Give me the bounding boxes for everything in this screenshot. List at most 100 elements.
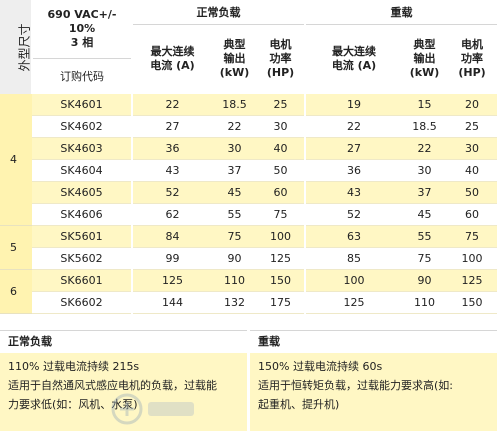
normal-current: 84 <box>132 225 212 248</box>
table-row: 6 SK6601 125 110 150 100 90 125 <box>0 269 497 314</box>
heavy-output: 18.5 <box>402 115 448 138</box>
heavy-power-header: 电机 功率 (HP) <box>447 24 497 94</box>
heavy-power: 40 <box>447 159 497 182</box>
normal-current: 99 <box>132 247 212 270</box>
heavy-current-header: 最大连续 电流 (A) <box>305 24 403 94</box>
order-code: SK4604 <box>32 159 133 182</box>
heavy-duty-note: 重载 150% 过载电流持续 60s 适用于恒转矩负载，过载能力要求高(如: 起… <box>250 330 497 431</box>
size-header: 外型尺寸 <box>0 0 33 94</box>
note-title: 正常负载 <box>0 330 247 353</box>
heavy-duty-header: 重载 <box>305 0 497 25</box>
heavy-current: 85 <box>305 247 403 270</box>
normal-output: 132 <box>212 291 257 314</box>
size-cell: 4 <box>0 94 32 226</box>
normal-power: 75 <box>257 203 307 226</box>
normal-current: 144 <box>132 291 212 314</box>
table-row: SK4604 43 37 50 36 30 40 <box>0 159 497 182</box>
table-row: SK4605 52 45 60 43 37 50 <box>0 181 497 204</box>
heavy-power: 60 <box>447 203 497 226</box>
normal-current: 52 <box>132 181 212 204</box>
normal-power-header: 电机 功率 (HP) <box>257 24 307 94</box>
heavy-current: 100 <box>305 269 403 292</box>
note-title: 重载 <box>250 330 497 353</box>
note-line: 150% 过载电流持续 60s <box>258 360 383 373</box>
normal-output: 30 <box>212 137 257 160</box>
heavy-output: 15 <box>402 94 448 116</box>
normal-output: 45 <box>212 181 257 204</box>
order-code: SK4605 <box>32 181 133 204</box>
normal-power: 40 <box>257 137 307 160</box>
normal-current-header: 最大连续 电流 (A) <box>132 24 212 94</box>
note-body: 150% 过载电流持续 60s 适用于恒转矩负载，过载能力要求高(如: 起重机、… <box>250 353 497 431</box>
normal-output: 110 <box>212 269 257 292</box>
normal-power: 175 <box>257 291 307 314</box>
heavy-current: 22 <box>305 115 403 138</box>
heavy-power: 25 <box>447 115 497 138</box>
normal-power: 30 <box>257 115 307 138</box>
duty-notes: 正常负载 110% 过载电流持续 215s 适用于自然通风式感应电机的负载，过载… <box>0 330 497 431</box>
watermark-logo-icon <box>111 393 194 425</box>
order-code-header: 订购代码 <box>32 58 133 94</box>
order-code: SK4602 <box>32 115 133 138</box>
note-line: 适用于自然通风式感应电机的负载，过载能 <box>8 379 217 392</box>
heavy-output: 45 <box>402 203 448 226</box>
table-row: SK4602 27 22 30 22 18.5 25 <box>0 115 497 138</box>
note-line: 力要求低(如：风机、水泵) <box>8 398 138 411</box>
normal-power: 60 <box>257 181 307 204</box>
normal-current: 36 <box>132 137 212 160</box>
order-code: SK5602 <box>32 247 133 270</box>
heavy-current: 27 <box>305 137 403 160</box>
heavy-current: 125 <box>305 291 403 314</box>
normal-power: 25 <box>257 94 307 116</box>
heavy-power: 50 <box>447 181 497 204</box>
normal-current: 125 <box>132 269 212 292</box>
order-code: SK6601 <box>32 269 133 292</box>
heavy-current: 43 <box>305 181 403 204</box>
table-row: 5 SK5601 84 75 100 63 55 75 <box>0 225 497 270</box>
order-code: SK6602 <box>32 291 133 314</box>
heavy-output-header: 典型 输出 (kW) <box>402 24 448 94</box>
heavy-output: 55 <box>402 225 448 248</box>
normal-current: 62 <box>132 203 212 226</box>
size-cell: 6 <box>0 269 32 314</box>
heavy-output: 90 <box>402 269 448 292</box>
table-row: 4 SK4601 22 18.5 25 19 15 20 <box>0 94 497 226</box>
normal-power: 50 <box>257 159 307 182</box>
normal-current: 43 <box>132 159 212 182</box>
note-line: 起重机、提升机) <box>258 398 340 411</box>
normal-output: 55 <box>212 203 257 226</box>
heavy-power: 20 <box>447 94 497 116</box>
heavy-current: 19 <box>305 94 403 116</box>
heavy-current: 63 <box>305 225 403 248</box>
normal-power: 150 <box>257 269 307 292</box>
order-code: SK4601 <box>32 94 133 116</box>
heavy-output: 37 <box>402 181 448 204</box>
table-row: SK4606 62 55 75 52 45 60 <box>0 203 497 226</box>
normal-output: 18.5 <box>212 94 257 116</box>
normal-current: 27 <box>132 115 212 138</box>
order-code: SK4606 <box>32 203 133 226</box>
normal-output: 37 <box>212 159 257 182</box>
note-body: 110% 过载电流持续 215s 适用于自然通风式感应电机的负载，过载能 力要求… <box>0 353 247 431</box>
normal-duty-header: 正常负载 <box>132 0 307 25</box>
note-line: 110% 过载电流持续 215s <box>8 360 140 373</box>
heavy-power: 100 <box>447 247 497 270</box>
normal-output: 22 <box>212 115 257 138</box>
table-row: SK6602 144 132 175 125 110 150 <box>0 291 497 314</box>
normal-output-header: 典型 输出 (kW) <box>212 24 257 94</box>
normal-power: 100 <box>257 225 307 248</box>
note-line: 适用于恒转矩负载，过载能力要求高(如: <box>258 379 453 392</box>
normal-power: 125 <box>257 247 307 270</box>
heavy-power: 150 <box>447 291 497 314</box>
heavy-current: 36 <box>305 159 403 182</box>
table-row: SK4603 36 30 40 27 22 30 <box>0 137 497 160</box>
normal-duty-note: 正常负载 110% 过载电流持续 215s 适用于自然通风式感应电机的负载，过载… <box>0 330 247 431</box>
order-code: SK5601 <box>32 225 133 248</box>
order-code: SK4603 <box>32 137 133 160</box>
heavy-output: 30 <box>402 159 448 182</box>
normal-output: 75 <box>212 225 257 248</box>
normal-output: 90 <box>212 247 257 270</box>
heavy-output: 22 <box>402 137 448 160</box>
heavy-output: 110 <box>402 291 448 314</box>
heavy-power: 125 <box>447 269 497 292</box>
